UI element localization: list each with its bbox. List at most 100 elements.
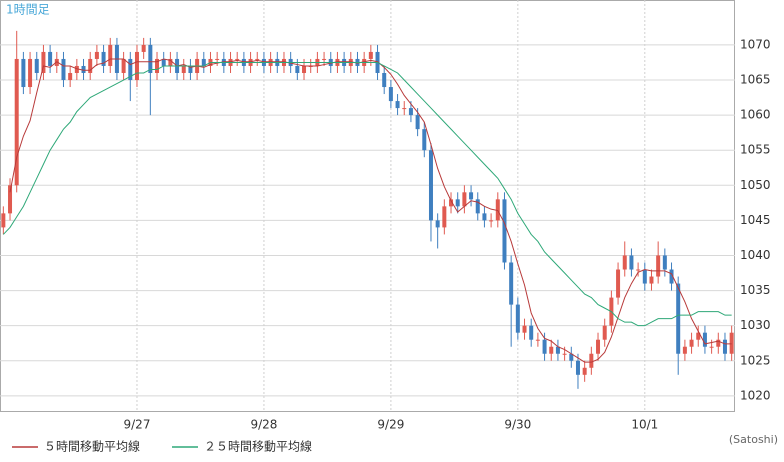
candle-body	[649, 276, 654, 284]
candle-body	[562, 353, 567, 355]
candle-body	[215, 58, 220, 60]
y-tick-label: 1035	[740, 283, 771, 297]
candle-body	[682, 346, 687, 354]
candle-body	[1, 213, 6, 228]
candle-body	[81, 65, 86, 73]
candle-body	[108, 44, 113, 66]
candle-body	[88, 58, 93, 73]
candle-body	[54, 58, 59, 66]
candle-body	[188, 65, 193, 73]
y-tick-label: 1020	[740, 388, 771, 402]
candle-body	[495, 199, 500, 221]
y-tick-label: 1030	[740, 318, 771, 332]
y-tick-label: 1045	[740, 213, 771, 227]
candle-body	[388, 87, 393, 102]
moving-average-line	[9, 58, 732, 363]
candle-body	[469, 192, 474, 200]
candle-body	[74, 65, 79, 73]
candle-body	[382, 72, 387, 88]
credit: (Satoshi)	[729, 433, 778, 446]
candle-body	[408, 108, 413, 116]
candle-body	[21, 58, 26, 88]
x-tick-label: 10/1	[631, 418, 658, 432]
candle-body	[716, 339, 721, 347]
candle-body	[28, 58, 33, 88]
y-tick-label: 1025	[740, 353, 771, 367]
candle-body	[322, 58, 327, 60]
candle-body	[555, 346, 560, 354]
candle-body	[729, 332, 734, 354]
candle-body	[128, 58, 133, 81]
candle-body	[155, 58, 160, 73]
candle-body	[121, 58, 126, 73]
candle-body	[616, 269, 621, 298]
candle-body	[522, 325, 527, 333]
candle-body	[542, 339, 547, 354]
candle-body	[68, 72, 73, 81]
candle-body	[622, 255, 627, 270]
candle-body	[569, 353, 574, 361]
candle-body	[636, 269, 641, 271]
candle-body	[676, 283, 681, 354]
candle-body	[435, 220, 440, 228]
candle-body	[515, 304, 520, 333]
candle-body	[596, 339, 601, 354]
candle-body	[629, 255, 634, 270]
candle-body	[395, 101, 400, 109]
candle-body	[589, 353, 594, 368]
moving-average-line	[2, 61, 732, 327]
candle-body	[662, 255, 667, 270]
candle-body	[161, 58, 166, 66]
y-tick-label: 1040	[740, 248, 771, 262]
candle-body	[482, 213, 487, 221]
chart-title: 1時間足	[6, 3, 50, 17]
candle-body	[669, 269, 674, 284]
legend-label: ２５時間移動平均線	[204, 439, 312, 454]
candle-body	[722, 339, 727, 354]
candle-body	[489, 220, 494, 222]
candle-body	[602, 325, 607, 340]
candle-body	[709, 346, 714, 348]
y-tick-label: 1070	[740, 37, 771, 51]
candle-body	[61, 58, 66, 81]
candle-body	[34, 58, 39, 73]
candle-body	[549, 346, 554, 354]
candle-body	[94, 51, 99, 59]
candle-body	[656, 255, 661, 277]
candle-body	[48, 51, 53, 66]
x-tick-label: 9/28	[250, 418, 277, 432]
candle-body	[575, 360, 580, 375]
candle-body	[422, 129, 427, 151]
candle-body	[475, 199, 480, 214]
candle-body	[101, 51, 106, 66]
y-tick-label: 1065	[740, 73, 771, 87]
candle-body	[702, 332, 707, 347]
candle-body	[302, 65, 307, 73]
legend-label: ５時間移動平均線	[44, 439, 140, 454]
x-tick-label: 9/29	[377, 418, 404, 432]
candle-body	[14, 58, 19, 186]
candle-body	[8, 185, 13, 214]
candle-body	[502, 199, 507, 263]
candle-body	[582, 367, 587, 375]
x-tick-label: 9/27	[124, 418, 151, 432]
candle-body	[415, 115, 420, 130]
y-tick-label: 1060	[740, 108, 771, 122]
y-tick-label: 1050	[740, 178, 771, 192]
candle-body	[201, 58, 206, 66]
candle-body	[368, 51, 373, 59]
candle-body	[442, 206, 447, 228]
candle-body	[148, 44, 153, 73]
candle-body	[509, 262, 514, 305]
candle-body	[428, 150, 433, 221]
y-tick-label: 1055	[740, 143, 771, 157]
candle-body	[181, 65, 186, 73]
x-tick-label: 9/30	[504, 418, 531, 432]
candle-body	[141, 44, 146, 52]
candle-body	[529, 325, 534, 340]
candle-body	[402, 108, 407, 110]
candle-body	[689, 339, 694, 347]
candle-body	[255, 58, 260, 60]
candle-body	[41, 51, 46, 73]
